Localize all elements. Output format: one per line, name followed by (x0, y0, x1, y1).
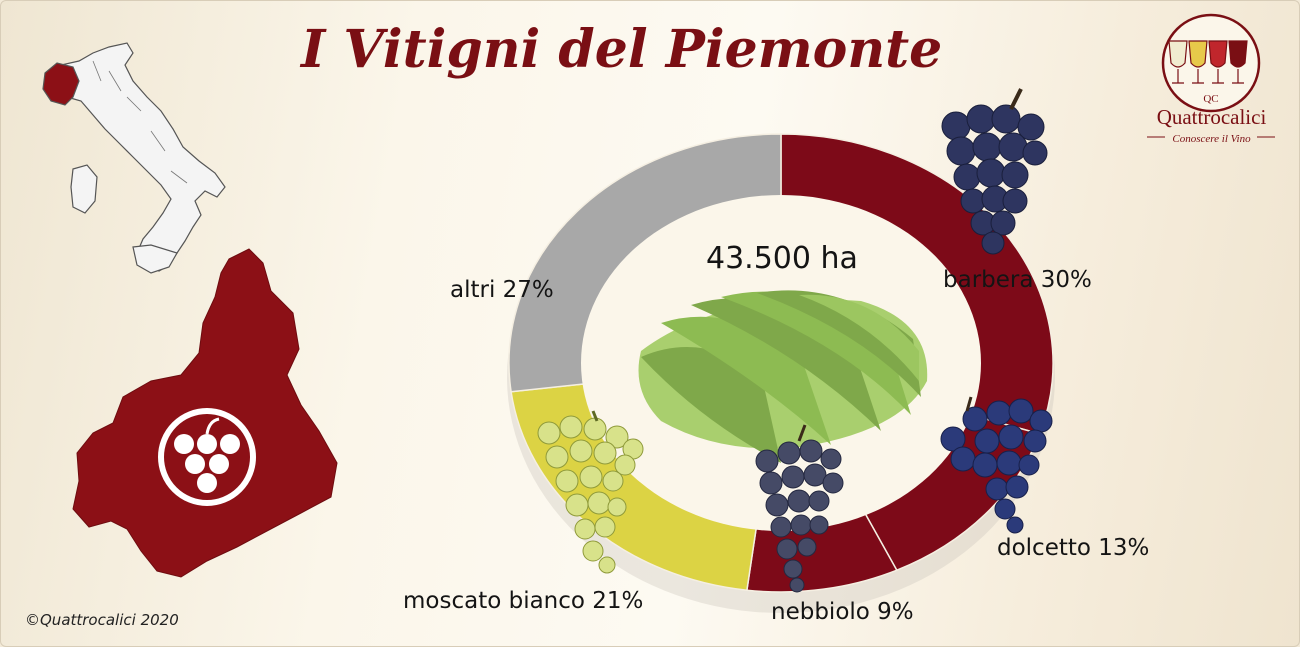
logo-brand: Quattrocalici (1156, 105, 1267, 129)
slice-label-altri: altri 27% (450, 277, 554, 303)
grape-cluster-icon (537, 88, 1053, 593)
logo-tagline: Conoscere il Vino (1172, 133, 1251, 145)
wine-glasses-logo-icon: QC (1147, 13, 1275, 138)
quattrocalici-logo: Quattrocalici Conoscere il Vino (1139, 19, 1284, 149)
logo-monogram: QC (1203, 93, 1218, 105)
total-hectares: 43.500 ha (706, 241, 858, 276)
page-title: I Vitigni del Piemonte (301, 19, 943, 80)
slice-label-dolcetto: dolcetto 13% (997, 535, 1150, 561)
copyright-notice: ©Quattrocalici 2020 (25, 611, 179, 629)
slice-label-barbera: barbera 30% (943, 267, 1092, 293)
vineyard-icon (638, 290, 928, 463)
italy-map-icon (42, 42, 226, 274)
slice-label-moscato-bianco: moscato bianco 21% (403, 588, 644, 614)
grape-badge-icon (158, 408, 256, 506)
slice-label-nebbiolo: nebbiolo 9% (771, 599, 914, 625)
